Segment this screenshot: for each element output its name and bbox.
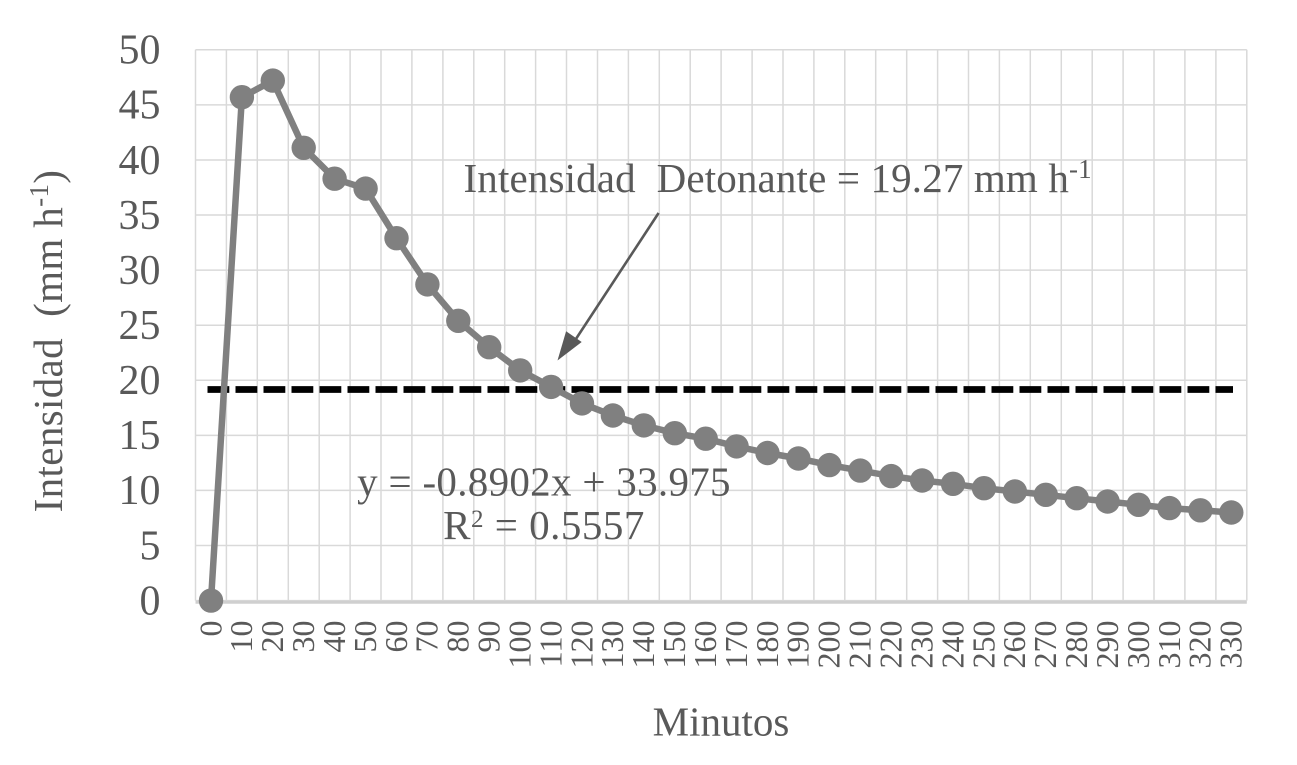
svg-text:320: 320 — [1182, 621, 1218, 669]
svg-text:330: 330 — [1213, 621, 1249, 669]
svg-text:170: 170 — [718, 621, 754, 669]
svg-text:300: 300 — [1120, 621, 1156, 669]
svg-text:140: 140 — [625, 621, 661, 669]
svg-text:45: 45 — [119, 83, 161, 129]
svg-text:70: 70 — [409, 621, 445, 653]
svg-text:100: 100 — [502, 621, 538, 669]
svg-text:280: 280 — [1058, 621, 1094, 669]
svg-text:250: 250 — [965, 621, 1001, 669]
svg-text:0: 0 — [192, 621, 228, 637]
svg-text:60: 60 — [378, 621, 414, 653]
svg-text:220: 220 — [873, 621, 909, 669]
svg-text:240: 240 — [934, 621, 970, 669]
svg-text:Minutos: Minutos — [653, 699, 790, 745]
svg-text:20: 20 — [119, 358, 161, 404]
svg-text:110: 110 — [532, 621, 568, 668]
svg-text:30: 30 — [285, 621, 321, 653]
svg-text:120: 120 — [563, 621, 599, 669]
svg-text:0: 0 — [140, 578, 161, 624]
svg-text:40: 40 — [316, 621, 352, 653]
svg-text:25: 25 — [119, 303, 161, 349]
svg-text:40: 40 — [119, 138, 161, 184]
svg-text:35: 35 — [119, 193, 161, 239]
svg-text:210: 210 — [842, 621, 878, 669]
svg-text:10: 10 — [223, 621, 259, 653]
svg-text:90: 90 — [471, 621, 507, 653]
svg-text:260: 260 — [996, 621, 1032, 669]
svg-text:20: 20 — [254, 621, 290, 653]
svg-text:Intensidad (mm h-1): Intensidad (mm h-1) — [24, 170, 71, 513]
svg-text:150: 150 — [656, 621, 692, 669]
svg-text:200: 200 — [811, 621, 847, 669]
svg-text:50: 50 — [119, 28, 161, 74]
svg-text:190: 190 — [780, 621, 816, 669]
svg-text:30: 30 — [119, 248, 161, 294]
svg-text:230: 230 — [903, 621, 939, 669]
svg-text:310: 310 — [1151, 621, 1187, 669]
svg-text:10: 10 — [119, 468, 161, 514]
svg-text:270: 270 — [1027, 621, 1063, 669]
svg-text:y = -0.8902x + 33.975: y = -0.8902x + 33.975 — [357, 459, 731, 505]
svg-text:5: 5 — [140, 523, 161, 569]
svg-text:160: 160 — [687, 621, 723, 669]
svg-text:130: 130 — [594, 621, 630, 669]
svg-text:290: 290 — [1089, 621, 1125, 669]
svg-text:Intensidad Detonante = 19.27: Intensidad Detonante = 19.27 mm h-1 — [464, 154, 1092, 201]
svg-text:180: 180 — [749, 621, 785, 669]
svg-text:50: 50 — [347, 621, 383, 653]
svg-text:15: 15 — [119, 413, 161, 459]
svg-text:80: 80 — [440, 621, 476, 653]
